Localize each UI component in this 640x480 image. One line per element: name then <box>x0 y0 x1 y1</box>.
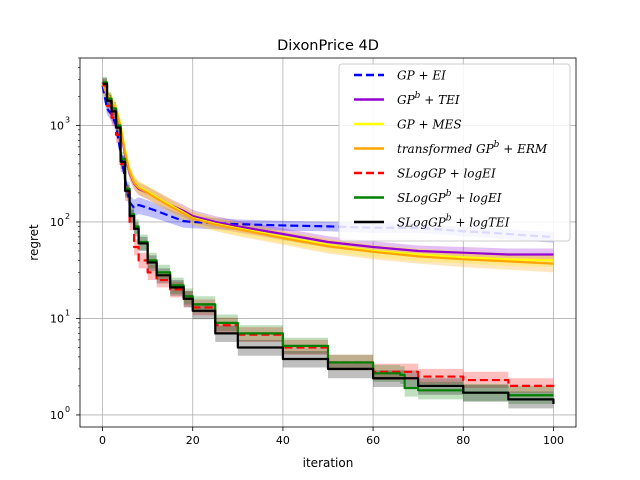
y-tick-exponent: 1 <box>65 308 70 317</box>
legend-label: GP + EI <box>397 69 446 83</box>
series-lines <box>101 81 555 404</box>
chart-title: DixonPrice 4D <box>277 38 379 54</box>
y-tick-exponent: 3 <box>65 115 70 124</box>
y-axis-label: regret <box>27 224 41 261</box>
legend-label: GP + MES <box>397 118 462 132</box>
y-tick-label: 10 <box>50 409 64 422</box>
band-series-3 <box>102 78 554 268</box>
legend-label: SLogGPb + logTEI <box>397 214 510 230</box>
legend: GP + EI GPb + TEI GP + MES transformed GPb … <box>338 63 571 242</box>
legend-label: GPb + TEI <box>397 91 460 107</box>
plot-frame <box>79 57 577 428</box>
x-tick-label: 80 <box>456 434 470 447</box>
x-tick-label: 40 <box>276 434 290 447</box>
y-tick-exponent: 0 <box>65 405 70 414</box>
legend-box <box>338 63 571 242</box>
x-tick-label: 60 <box>366 434 380 447</box>
x-tick-label: 100 <box>543 434 564 447</box>
y-tick-label: 10 <box>50 312 64 325</box>
x-tick-label: 20 <box>186 434 200 447</box>
x-tick-label: 0 <box>99 434 106 447</box>
y-tick-label: 10 <box>50 119 64 132</box>
legend-label: SLogGPb + logEI <box>397 189 502 205</box>
x-axis-label: iteration <box>303 456 354 470</box>
legend-label: SLogGP + logEI <box>397 167 496 181</box>
legend-label: transformed GPb + ERM <box>397 140 548 156</box>
y-tick-label: 10 <box>50 216 64 229</box>
line-series-4 <box>101 82 554 265</box>
y-tick-exponent: 2 <box>65 212 70 221</box>
line-series-7 <box>102 82 555 404</box>
